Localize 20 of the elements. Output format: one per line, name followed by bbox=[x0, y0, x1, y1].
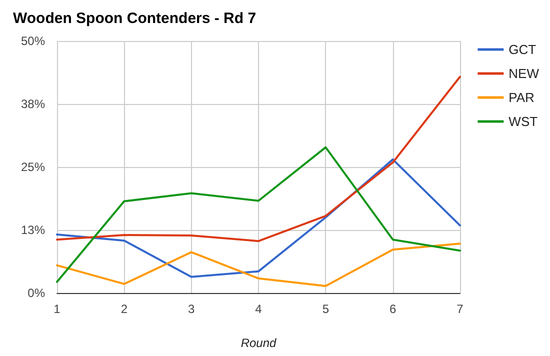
y-tick-label: 38% bbox=[20, 97, 46, 111]
legend-label: NEW bbox=[508, 66, 540, 81]
chart-title: Wooden Spoon Contenders - Rd 7 bbox=[13, 10, 256, 27]
y-tick-label: 25% bbox=[20, 160, 46, 174]
x-tick-label: 5 bbox=[322, 302, 330, 316]
x-tick-label: 7 bbox=[456, 302, 464, 316]
x-tick-label: 3 bbox=[188, 302, 195, 316]
x-tick-label: 2 bbox=[120, 302, 128, 316]
y-tick-label: 0% bbox=[28, 286, 46, 300]
legend-label: GCT bbox=[508, 42, 536, 57]
y-tick-label: 50% bbox=[20, 34, 46, 48]
x-tick-label: 4 bbox=[255, 302, 262, 316]
legend-label: WST bbox=[508, 114, 538, 129]
x-tick-label: 6 bbox=[389, 302, 396, 316]
y-tick-label: 13% bbox=[20, 223, 46, 237]
legend-label: PAR bbox=[508, 90, 534, 105]
line-series bbox=[56, 242, 461, 287]
x-tick-label: 1 bbox=[54, 302, 61, 316]
x-axis-title: Round bbox=[240, 336, 276, 350]
line-series bbox=[56, 76, 461, 242]
